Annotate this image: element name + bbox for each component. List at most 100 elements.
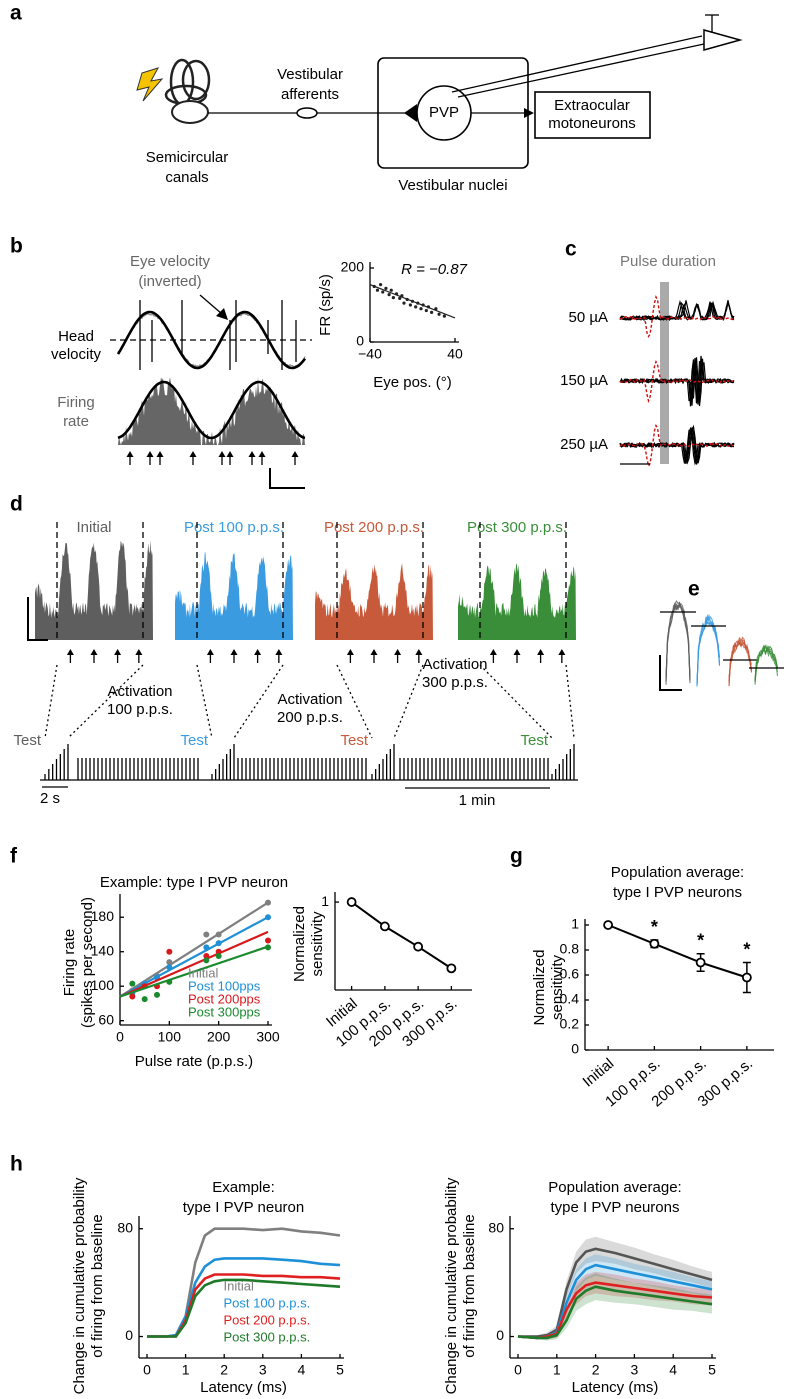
lightning	[136, 67, 164, 102]
label: 250 µA	[560, 436, 608, 453]
legend-entry: Post 100pps	[188, 978, 261, 993]
label: Semicircular	[146, 149, 229, 166]
point	[695, 957, 706, 968]
line	[607, 924, 748, 979]
electrode	[457, 43, 705, 98]
arrow-head	[90, 649, 98, 655]
arrow-head	[558, 649, 566, 655]
link	[479, 664, 553, 739]
point	[384, 286, 388, 290]
x-tick-label: 1	[182, 1362, 190, 1378]
overlay-trace	[665, 602, 691, 681]
point	[215, 940, 222, 947]
ganglion	[296, 107, 318, 119]
overlay-trace	[665, 602, 691, 685]
point	[402, 301, 406, 305]
label: Eye velocity	[130, 253, 211, 270]
panel-label: b	[10, 235, 23, 258]
y-axis-label: FR (sp/s)	[317, 274, 334, 336]
x-tick-label: 2	[592, 1362, 600, 1378]
y-axis-label: Normalized	[291, 906, 308, 982]
arrow-head	[126, 451, 134, 457]
stimulus-artifact	[619, 295, 735, 338]
arrow-head	[513, 649, 521, 655]
firing-trace	[175, 551, 293, 640]
label: Initial	[76, 519, 111, 536]
y-tick-label: 0.4	[560, 991, 580, 1007]
x-axis-label: Latency (ms)	[200, 1379, 287, 1396]
scale-bar	[269, 468, 305, 489]
arrow-head	[370, 649, 378, 655]
panel-label: d	[10, 493, 23, 516]
arrow-head	[248, 451, 256, 457]
point	[424, 308, 428, 313]
arrow-head	[258, 451, 266, 457]
arrow-head	[156, 451, 164, 457]
arrow-head	[135, 649, 143, 655]
y-axis-label: sensitivity	[549, 954, 566, 1020]
label: 300 p.p.s.	[422, 674, 488, 691]
point	[166, 964, 173, 971]
point	[129, 993, 136, 1000]
point	[215, 948, 222, 955]
point	[215, 953, 222, 960]
x-tick-label: 4	[298, 1362, 306, 1378]
arrow-head	[346, 649, 354, 655]
x-tick-label: Initial	[579, 1055, 617, 1091]
point	[154, 991, 160, 998]
arrow-head	[537, 649, 545, 655]
y-tick-label: 0.6	[560, 966, 580, 982]
point	[203, 953, 210, 960]
legend-entry: Post 300 p.p.s.	[224, 1329, 311, 1344]
firing-trace	[458, 563, 576, 640]
firing-trace	[315, 563, 433, 640]
point	[408, 303, 412, 307]
x-tick-label: 0	[143, 1362, 151, 1378]
arrow-head	[216, 308, 228, 320]
arrow-head	[489, 649, 497, 655]
label: Post 300 p.p.s.	[467, 519, 567, 536]
panel-label: g	[510, 845, 523, 868]
y-tick-label: 200	[341, 259, 365, 275]
label: Activation	[107, 683, 172, 700]
label: Post 100 p.p.s.	[184, 519, 284, 536]
arrow-head	[189, 451, 197, 457]
overlay-trace	[696, 616, 721, 683]
label: Test	[340, 732, 368, 749]
label: canals	[165, 169, 208, 186]
panel-label: e	[688, 578, 700, 601]
label: Extraocular	[554, 97, 630, 114]
y-tick-label: 100	[91, 977, 115, 993]
y-axis-label: Normalized	[531, 950, 548, 1026]
stimulus-artifact	[619, 423, 735, 468]
x-tick-label: 2	[220, 1362, 228, 1378]
y-axis-label: of firing from baseline	[89, 1214, 106, 1357]
head-velocity-trace	[116, 310, 307, 370]
y-tick-label: 0	[496, 1327, 504, 1343]
motoneuron-box	[534, 91, 651, 139]
arrow-head	[230, 649, 238, 655]
point	[265, 944, 271, 951]
arrow-head	[218, 451, 226, 457]
label: Firing	[57, 394, 95, 411]
evoked-trace	[619, 357, 735, 407]
point	[381, 290, 385, 294]
chart-title: Population average:	[548, 1179, 681, 1196]
x-tick-label: 0	[514, 1362, 522, 1378]
y-tick-label: 0	[571, 1041, 579, 1057]
legend-entry: Post 300pps	[188, 1004, 261, 1019]
x-tick-label: 0	[116, 1029, 124, 1045]
legend-entry: Post 200 p.p.s.	[224, 1312, 311, 1327]
significance: *	[651, 917, 658, 937]
point	[414, 305, 418, 309]
overlay-trace	[665, 602, 691, 678]
y-axis-label: sensitivity	[309, 911, 326, 977]
y-tick-label: 0.2	[560, 1016, 580, 1032]
arrow-head	[226, 451, 234, 457]
pointer	[199, 294, 223, 315]
label: Activation	[422, 656, 487, 673]
label: Test	[520, 732, 548, 749]
y-axis-label: Change in cumulative probability	[71, 1177, 88, 1394]
synapse	[404, 104, 417, 122]
label: rate	[63, 413, 89, 430]
